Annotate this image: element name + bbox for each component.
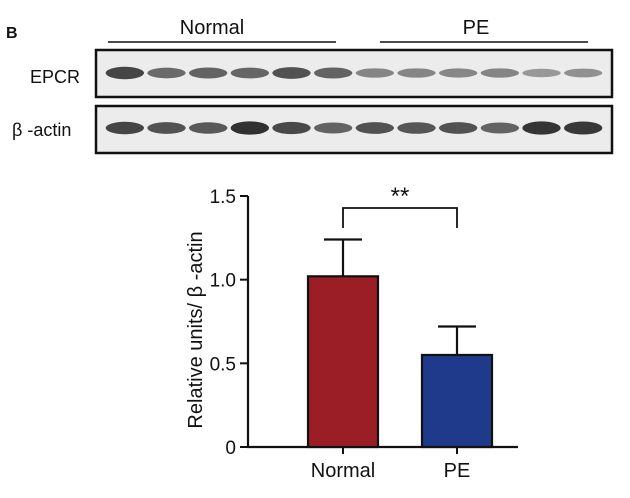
- y-tick-label: 1.0: [210, 271, 236, 292]
- y-axis-label: Relative units/ β -actin: [185, 231, 207, 428]
- blot-band: [147, 67, 186, 79]
- bars: [306, 275, 494, 449]
- y-tick-label: 1.5: [210, 187, 236, 208]
- bands-beta-actin: [105, 121, 603, 135]
- error-bars: [324, 238, 476, 355]
- group-label-pe: PE: [463, 17, 490, 39]
- blot-band: [439, 122, 478, 134]
- blot-band: [272, 67, 311, 79]
- significance-bracket: [342, 207, 458, 228]
- blot-band: [397, 68, 436, 78]
- blot-band: [314, 122, 353, 134]
- blot-band: [105, 121, 144, 135]
- blot-band: [272, 121, 311, 135]
- blot-label-beta-actin: β -actin: [12, 120, 71, 140]
- blot-band: [522, 68, 561, 78]
- y-tick-label: 0: [225, 438, 236, 459]
- blot-band: [147, 122, 186, 134]
- x-tick-label-pe: PE: [444, 460, 471, 482]
- blot-band: [397, 122, 436, 134]
- blot-band: [564, 121, 603, 135]
- blot-band: [564, 68, 603, 78]
- blot-band: [522, 121, 561, 135]
- panel-letter: B: [6, 25, 18, 42]
- y-tick-label: 0.5: [210, 354, 236, 375]
- blot-band: [480, 68, 519, 78]
- blot-band: [355, 68, 395, 78]
- blot-band: [230, 67, 269, 79]
- blot-band: [355, 122, 395, 134]
- bands-epcr: [105, 66, 603, 80]
- blot-band: [189, 122, 228, 134]
- blot-band: [230, 121, 269, 135]
- group-label-normal: Normal: [180, 17, 244, 39]
- x-tick-label-normal: Normal: [311, 460, 375, 482]
- bar-normal: [306, 275, 380, 449]
- bar-pe: [420, 353, 494, 449]
- y-ticks: 0 0.5 1.0 1.5: [210, 187, 248, 459]
- significance-label: **: [391, 183, 410, 210]
- blot-label-epcr: EPCR: [30, 67, 80, 87]
- blot-band: [105, 66, 144, 80]
- blot-band: [480, 122, 519, 134]
- blot-band: [439, 68, 478, 78]
- chart: 0 0.5 1.0 1.5 Normal PE Relative units/ β -a…: [185, 183, 518, 482]
- x-ticks: Normal PE: [311, 447, 471, 482]
- blot-band: [314, 67, 353, 79]
- blot-band: [189, 67, 228, 79]
